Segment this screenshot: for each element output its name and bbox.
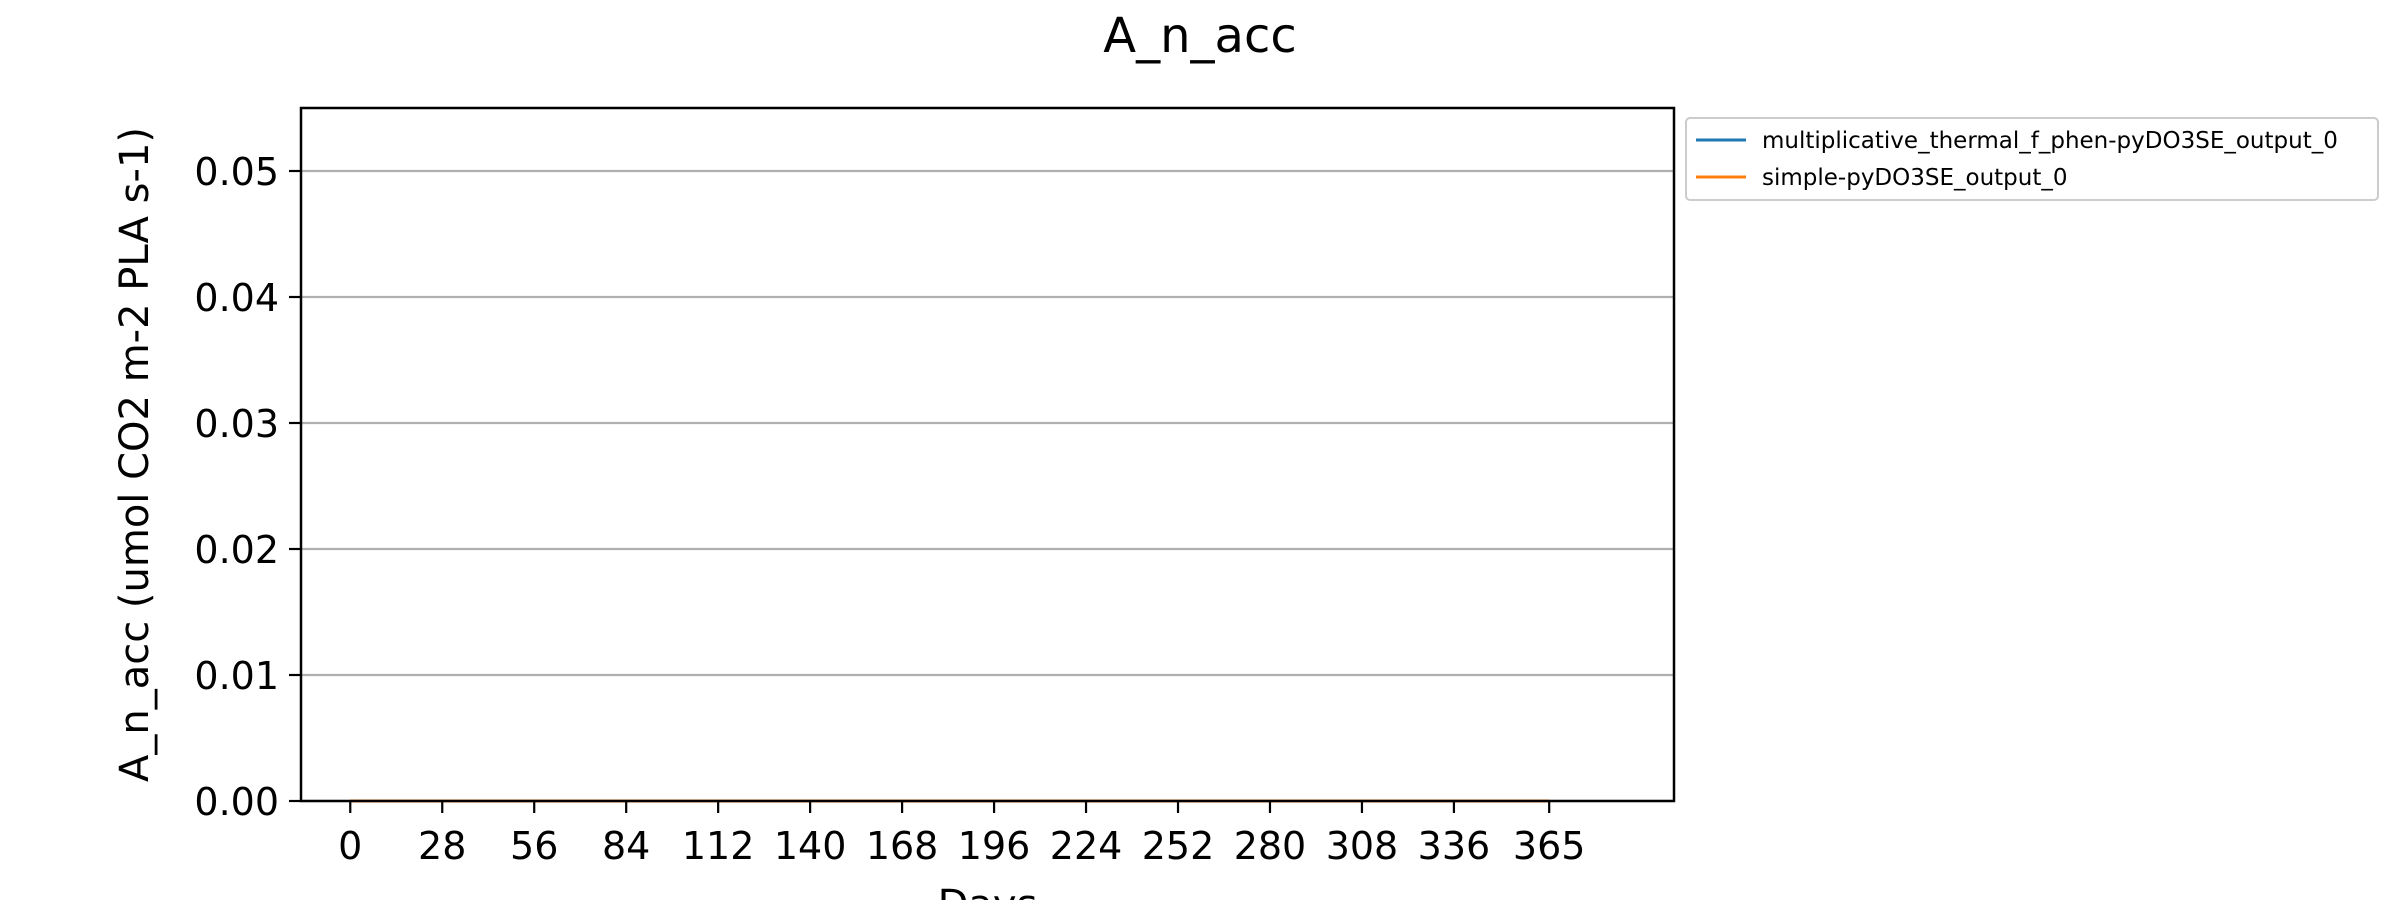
x-axis-label: Days — [938, 882, 1038, 900]
x-tick-label: 224 — [1050, 824, 1123, 868]
y-tick-label: 0.00 — [194, 780, 279, 824]
x-tick-label: 84 — [602, 824, 650, 868]
x-tick-label: 112 — [682, 824, 755, 868]
x-tick-label: 196 — [958, 824, 1031, 868]
x-tick-label: 252 — [1142, 824, 1215, 868]
grid-lines — [301, 169, 1674, 803]
x-tick-label: 336 — [1418, 824, 1491, 868]
y-tick-label: 0.01 — [194, 654, 279, 698]
y-tick-label: 0.05 — [194, 150, 279, 194]
x-axis-ticks: 0 28 56 84 112 140 168 196 224 252 280 308 336 365 — [338, 801, 1585, 868]
legend: multiplicative_thermal_f_phen-pyDO3SE_ou… — [1685, 117, 2379, 201]
legend-label-1: simple-pyDO3SE_output_0 — [1762, 165, 2068, 191]
y-axis-label: A_n_acc (umol CO2 m-2 PLA s-1) — [112, 127, 158, 782]
legend-frame — [1685, 117, 2379, 201]
x-tick-label: 168 — [866, 824, 939, 868]
x-tick-label: 365 — [1513, 824, 1586, 868]
x-tick-label: 280 — [1234, 824, 1307, 868]
y-tick-label: 0.03 — [194, 402, 279, 446]
plot-area-frame — [299, 106, 1676, 803]
legend-label-0: multiplicative_thermal_f_phen-pyDO3SE_ou… — [1762, 128, 2338, 154]
x-tick-label: 140 — [774, 824, 847, 868]
x-tick-label: 0 — [338, 824, 362, 868]
x-tick-label: 308 — [1326, 824, 1399, 868]
y-tick-label: 0.02 — [194, 528, 279, 572]
x-tick-label: 28 — [418, 824, 466, 868]
y-axis-ticks: 0.00 0.01 0.02 0.03 0.04 0.05 — [194, 150, 301, 824]
y-tick-label: 0.04 — [194, 276, 279, 320]
x-tick-label: 56 — [510, 824, 558, 868]
chart-title: A_n_acc — [1103, 8, 1296, 64]
